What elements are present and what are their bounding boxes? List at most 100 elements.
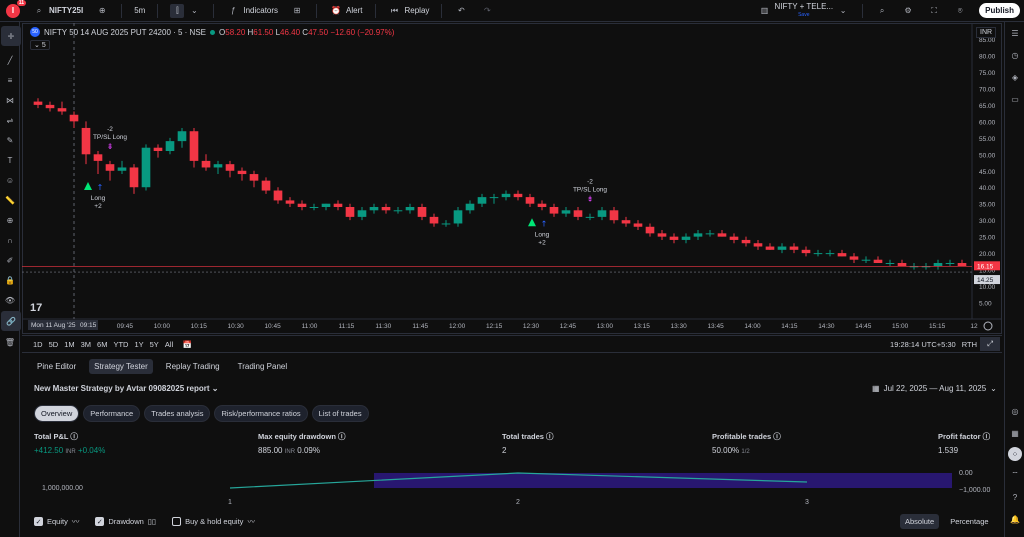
add-symbol-button[interactable]: ⊕ (89, 0, 115, 22)
forecast-tool[interactable]: ⇌ (0, 110, 20, 130)
tab-trading-panel[interactable]: Trading Panel (237, 361, 288, 371)
candle[interactable] (957, 263, 967, 267)
candle[interactable] (621, 220, 631, 224)
candle[interactable] (729, 236, 739, 240)
candle[interactable] (69, 114, 79, 122)
candle[interactable] (393, 210, 403, 212)
link-tool[interactable]: 🔗 (1, 311, 21, 331)
snapshot-button[interactable]: ⌾ (947, 0, 973, 22)
text-tool[interactable]: T (0, 150, 20, 170)
candle[interactable] (117, 167, 127, 171)
timeframe-ytd[interactable]: YTD (113, 339, 129, 349)
chart-type-button[interactable]: ⫿ ⌄ (164, 0, 207, 22)
interval-button[interactable]: 5m (128, 0, 151, 22)
date-range-selector[interactable]: ▦ Jul 22, 2025 — Aug 11, 2025 ⌄ (872, 384, 997, 393)
indicator-collapse-button[interactable]: ⌄ 5 (30, 40, 50, 50)
trend-line-tool[interactable]: ╱ (0, 50, 20, 70)
candle[interactable] (141, 147, 151, 188)
apps-button[interactable]: ⁘ (1008, 447, 1022, 461)
candle[interactable] (645, 226, 655, 234)
emoji-tool[interactable]: ☺ (0, 170, 20, 190)
candle[interactable] (477, 197, 487, 204)
candle[interactable] (597, 210, 607, 217)
candle[interactable] (777, 246, 787, 250)
stay-drawing-tool[interactable]: ✐ (0, 250, 20, 270)
notifications-button[interactable]: 🔔 (1005, 508, 1024, 530)
pattern-tool[interactable]: ⋈ (0, 90, 20, 110)
tab-strategy-tester[interactable]: Strategy Tester (89, 358, 153, 374)
brush-tool[interactable]: ✎ (0, 130, 20, 150)
timeframe-1y[interactable]: 1Y (134, 339, 144, 349)
report-title[interactable]: New Master Strategy by Avtar 09082025 re… (34, 384, 218, 393)
candle[interactable] (549, 207, 559, 214)
replay-button[interactable]: ⏮ Replay (382, 0, 436, 22)
equity-chart[interactable]: 1,000,000.00 0.00 −1,000.00 1 2 3 (34, 466, 998, 510)
candle[interactable] (261, 180, 271, 191)
candle[interactable] (705, 233, 715, 235)
candle[interactable] (189, 131, 199, 161)
candle[interactable] (201, 160, 211, 168)
subtab-performance[interactable]: Performance (83, 405, 141, 422)
candle[interactable] (213, 164, 223, 168)
magnet-tool[interactable]: ∩ (0, 230, 20, 250)
info-icon[interactable]: ⓘ (546, 432, 554, 441)
subtab-risk-performance-ratios[interactable]: Risk/performance ratios (214, 405, 308, 422)
redo-button[interactable]: ↷ (474, 0, 500, 22)
candle[interactable] (357, 210, 367, 217)
equity-checkbox[interactable]: ✓ Equity 〰 (34, 516, 79, 527)
candle[interactable] (537, 203, 547, 207)
calendar-button[interactable]: ▦ (1005, 422, 1024, 444)
publish-button[interactable]: Publish (979, 3, 1020, 18)
candle[interactable] (237, 170, 247, 175)
ideas-button[interactable]: ◎ (1005, 400, 1024, 422)
price-chart[interactable]: 85.00 80.00 75.00 70.00 65.00 60.00 55.00 50.00… (22, 23, 1002, 334)
candle[interactable] (681, 236, 691, 240)
candle[interactable] (573, 210, 583, 217)
tab-replay-trading[interactable]: Replay Trading (165, 361, 220, 371)
candle[interactable] (897, 263, 907, 267)
candle[interactable] (441, 223, 451, 225)
hide-tool[interactable]: 👁 (0, 290, 20, 310)
tab-pine-editor[interactable]: Pine Editor (37, 361, 77, 371)
watchlist-button[interactable]: ☰ (1005, 22, 1024, 44)
drawdown-checkbox[interactable]: ✓ Drawdown ▯▯ (95, 517, 156, 526)
avatar[interactable]: I 11 (6, 0, 26, 18)
quick-search-button[interactable]: ⌕ (869, 0, 895, 22)
candle[interactable] (153, 147, 163, 151)
ruler-tool[interactable]: 📏 (0, 190, 20, 210)
absolute-button[interactable]: Absolute (900, 514, 940, 529)
candle[interactable] (429, 216, 439, 224)
date-range-icon[interactable]: 📅 (182, 339, 192, 349)
candle[interactable] (933, 263, 943, 267)
lock-tool[interactable]: 🔒 (0, 270, 20, 290)
fib-tool[interactable]: ≡ (0, 70, 20, 90)
candle[interactable] (273, 190, 283, 201)
candle[interactable] (501, 193, 511, 198)
auto-scale-button[interactable]: ⤢ (980, 337, 1000, 351)
candle[interactable] (93, 154, 103, 161)
chart-settings-icon[interactable] (983, 321, 993, 331)
candle[interactable] (249, 174, 259, 181)
candle[interactable] (525, 197, 535, 204)
currency-button[interactable]: INR (976, 27, 997, 38)
timeframe-all[interactable]: All (164, 339, 174, 349)
candle[interactable] (657, 233, 667, 237)
candle[interactable] (369, 207, 379, 211)
zoom-tool[interactable]: ⊕ (0, 210, 20, 230)
timeframe-5d[interactable]: 5D (48, 339, 59, 349)
subtab-trades-analysis[interactable]: Trades analysis (144, 405, 211, 422)
info-icon[interactable]: ⓘ (773, 432, 781, 441)
candle[interactable] (129, 167, 139, 188)
symbol-search[interactable]: ⌕ NIFTY25I (26, 0, 89, 22)
candle[interactable] (561, 210, 571, 214)
alerts-button[interactable]: ◷ (1005, 44, 1024, 66)
candle[interactable] (609, 210, 619, 221)
remove-tool[interactable]: 🗑 (0, 332, 20, 352)
candle[interactable] (669, 236, 679, 240)
candle[interactable] (297, 203, 307, 207)
candle[interactable] (33, 101, 43, 105)
alert-button[interactable]: ⏰ Alert (323, 0, 368, 22)
candle[interactable] (465, 203, 475, 211)
candle[interactable] (717, 233, 727, 237)
candle[interactable] (813, 253, 823, 255)
